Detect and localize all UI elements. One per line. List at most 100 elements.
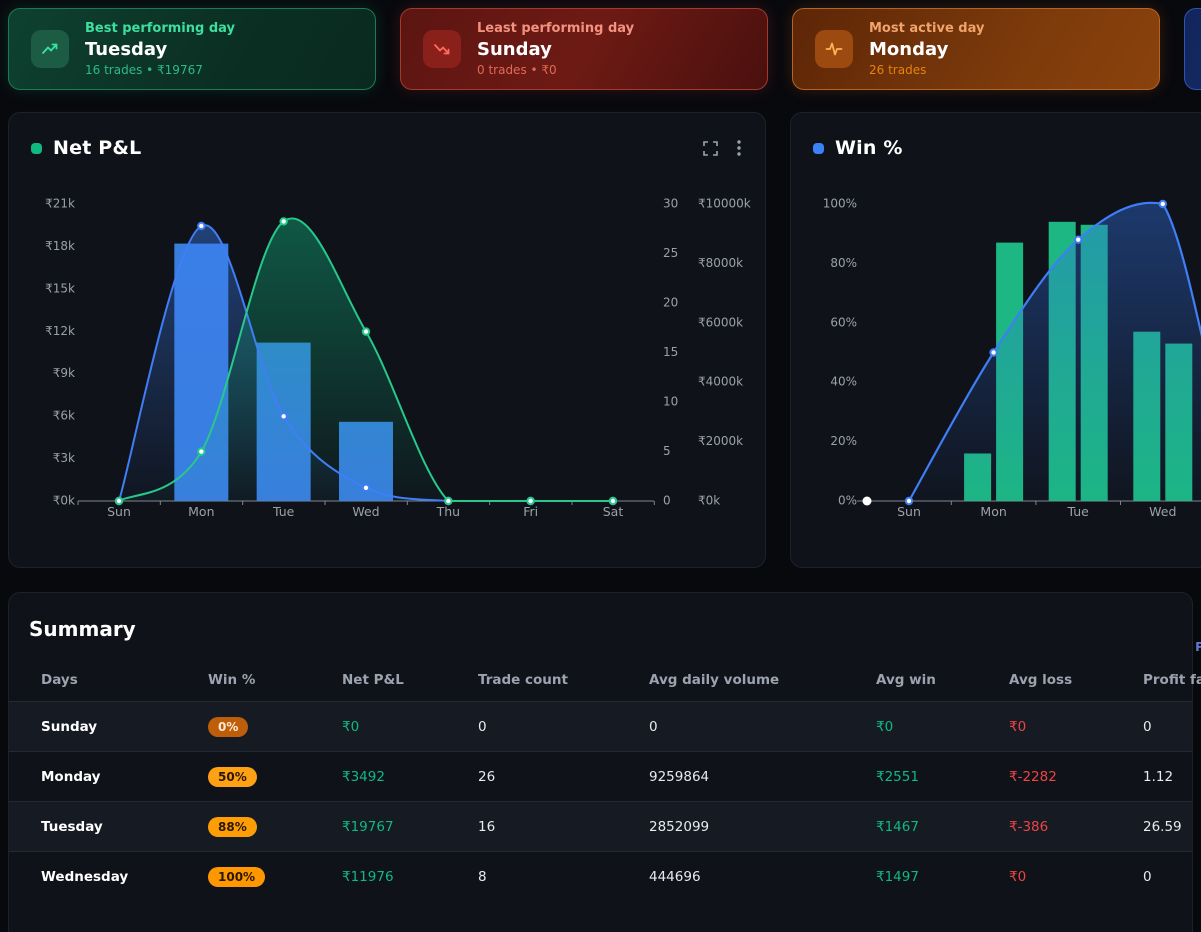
svg-text:Wed: Wed <box>1149 504 1176 519</box>
svg-text:Sun: Sun <box>107 504 131 519</box>
avg-daily-volume-value: 0 <box>649 718 658 735</box>
avg-win-value: ₹1467 <box>876 818 919 835</box>
summary-title: Summary <box>29 617 136 641</box>
svg-text:80%: 80% <box>830 256 857 270</box>
column-header: Avg daily volume <box>649 672 780 688</box>
svg-text:Sun: Sun <box>897 504 921 519</box>
profit-factor-value: 0 <box>1143 718 1152 735</box>
svg-text:Wed: Wed <box>352 504 379 519</box>
column-header: Avg win <box>876 672 936 688</box>
svg-text:40%: 40% <box>830 375 857 389</box>
stat-card-label: Least performing day <box>477 21 635 36</box>
win-pct-badge: 88% <box>208 816 257 837</box>
column-header: Profit factor <box>1143 672 1201 688</box>
svg-text:₹0k: ₹0k <box>53 494 75 508</box>
svg-text:Fri: Fri <box>523 504 538 519</box>
svg-text:15: 15 <box>663 345 678 359</box>
table-row: Sunday 0% ₹0 0 0 ₹0 ₹0 0 <box>9 701 1192 751</box>
column-header: Win % <box>208 672 256 688</box>
day: Sunday <box>41 718 98 735</box>
svg-text:30: 30 <box>663 197 678 211</box>
net-pnl-value: ₹11976 <box>342 868 394 885</box>
trade-count-value: 8 <box>478 868 487 885</box>
svg-text:0: 0 <box>663 494 671 508</box>
stat-card-subtext: 0 trades • ₹0 <box>477 63 557 77</box>
avg-daily-volume-value: 2852099 <box>649 818 710 835</box>
win-pct-badge: 50% <box>208 766 257 787</box>
fullscreen-icon[interactable] <box>703 140 718 156</box>
trending-down-icon <box>423 30 461 68</box>
win-pct-accent-dot <box>813 142 824 154</box>
least-performing-day-card: Least performing day Sunday 0 trades • ₹… <box>400 8 768 90</box>
svg-text:Sat: Sat <box>603 504 624 519</box>
avg-win-value: ₹1497 <box>876 868 919 885</box>
column-header: Days <box>41 672 78 688</box>
stat-card-title: Monday <box>869 39 949 60</box>
net-pnl-value: ₹3492 <box>342 768 385 785</box>
svg-text:20: 20 <box>663 296 678 310</box>
day: Tuesday <box>41 818 103 835</box>
svg-text:Mon: Mon <box>188 504 214 519</box>
activity-icon <box>815 30 853 68</box>
svg-text:20%: 20% <box>830 434 857 448</box>
svg-text:25: 25 <box>663 246 678 260</box>
svg-text:100%: 100% <box>823 197 857 211</box>
trade-count-value: 16 <box>478 818 496 835</box>
avg-win-value: ₹2551 <box>876 768 919 785</box>
svg-text:₹18k: ₹18k <box>45 239 75 253</box>
avg-loss-value: ₹0 <box>1009 868 1027 885</box>
svg-text:₹6k: ₹6k <box>53 409 75 423</box>
avg-daily-volume-value: 9259864 <box>649 768 710 785</box>
profit-factor-value: 1.12 <box>1143 768 1174 785</box>
profit-factor-value: 26.59 <box>1143 818 1182 835</box>
svg-text:₹2000k: ₹2000k <box>698 434 743 448</box>
best-performing-day-card: Best performing day Tuesday 16 trades • … <box>8 8 376 90</box>
net-pnl-value: ₹19767 <box>342 818 394 835</box>
table-row: Wednesday 100% ₹11976 8 444696 ₹1497 ₹0 0 <box>9 851 1192 901</box>
table-row: Monday 50% ₹3492 26 9259864 ₹2551 ₹-2282 1.12 <box>9 751 1192 801</box>
net-pnl-accent-dot <box>31 142 42 154</box>
trade-count-value: 0 <box>478 718 487 735</box>
trade-count-value: 26 <box>478 768 496 785</box>
kebab-menu-icon[interactable] <box>737 140 741 156</box>
svg-text:Tue: Tue <box>1067 504 1090 519</box>
net-pnl-value: ₹0 <box>342 718 360 735</box>
avg-daily-volume-value: 444696 <box>649 868 701 885</box>
svg-text:₹8000k: ₹8000k <box>698 256 743 270</box>
net-pnl-chart-card: Net P&L ₹21k ₹18k ₹15k ₹12k ₹9k ₹6k ₹3k ₹0k 30 25… <box>8 112 766 654</box>
svg-text:0%: 0% <box>838 494 857 508</box>
stat-card-label: Best performing day <box>85 21 235 36</box>
svg-text:₹6000k: ₹6000k <box>698 315 743 329</box>
summary-table: Days Win % Net P&L Trade count Avg daily vol… <box>9 659 1201 901</box>
summary-table-header: Days Win % Net P&L Trade count Avg daily vol… <box>9 659 1201 701</box>
net-pnl-chart-title: Net P&L <box>53 137 142 159</box>
summary-card: Summary Days Win % Net P&L Trade count Avg d… <box>8 592 1201 932</box>
svg-text:₹12k: ₹12k <box>45 324 75 338</box>
avg-loss-value: ₹-2282 <box>1009 768 1057 785</box>
svg-text:Mon: Mon <box>980 504 1006 519</box>
win-pct-badge: 0% <box>208 716 249 737</box>
column-header: Trade count <box>478 672 568 688</box>
svg-text:10: 10 <box>663 395 678 409</box>
svg-text:5: 5 <box>663 444 671 458</box>
table-row: Tuesday 88% ₹19767 16 2852099 ₹1467 ₹-386 26.59 <box>9 801 1192 851</box>
avg-win-value: ₹0 <box>876 718 894 735</box>
svg-text:₹3k: ₹3k <box>53 451 75 465</box>
svg-text:₹9k: ₹9k <box>53 366 75 380</box>
stat-card-subtext: 26 trades <box>869 63 927 77</box>
stat-card-title: Tuesday <box>85 39 168 60</box>
avg-loss-value: ₹-386 <box>1009 818 1049 835</box>
win-pct-badge: 100% <box>208 866 266 887</box>
stat-card-title: Sunday <box>477 39 552 60</box>
avg-loss-value: ₹0 <box>1009 718 1027 735</box>
svg-text:₹0k: ₹0k <box>698 494 720 508</box>
most-active-day-card: Most active day Monday 26 trades <box>792 8 1160 90</box>
svg-text:₹15k: ₹15k <box>45 281 75 295</box>
svg-text:₹21k: ₹21k <box>45 197 75 211</box>
stat-card-subtext: 16 trades • ₹19767 <box>85 63 203 77</box>
win-pct-chart-title: Win % <box>835 137 903 159</box>
trending-up-icon <box>31 30 69 68</box>
column-header: Avg loss <box>1009 672 1073 688</box>
svg-text:Tue: Tue <box>272 504 295 519</box>
